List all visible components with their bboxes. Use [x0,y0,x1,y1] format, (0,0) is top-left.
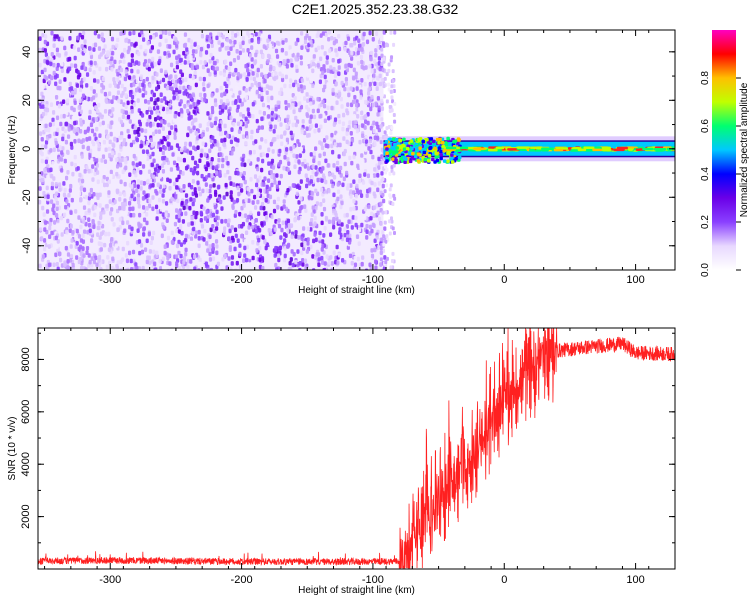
snr-plot-area [38,328,675,569]
colorbar-tick-label: 0.2 [700,215,711,229]
x-tick-label: 0 [501,274,507,286]
spectrogram-y-label: Frequency (Hz) [7,116,18,185]
spectrogram-heatmap [38,30,675,270]
spectrogram-x-label: Height of straight line (km) [298,285,415,296]
x-tick-label: -100 [362,274,384,286]
colorbar-tick-label: 0.4 [700,167,711,181]
snr-series-line [38,328,675,569]
x-tick-label: -300 [99,274,121,286]
y-tick-label: 40 [21,46,33,58]
snr-y-label: SNR (10 * v/v) [7,417,18,481]
colorbar-tick-label: 0.8 [700,71,711,85]
y-tick-label: 4000 [20,452,32,476]
x-tick-label: 100 [626,574,644,586]
colorbar-label: Normalized spectral amplitude [739,82,750,217]
x-tick-label: -100 [362,574,384,586]
x-tick-label: 100 [626,274,644,286]
x-tick-label: 0 [501,574,507,586]
y-tick-label: 2000 [20,504,32,528]
colorbar-tick-label: 0.6 [700,119,711,133]
y-tick-label: 0 [21,146,33,152]
x-tick-label: -200 [231,574,253,586]
y-tick-label: 20 [21,94,33,106]
spectrogram-frame [37,29,676,271]
chart-title: C2E1.2025.352.23.38.G32 [291,1,459,17]
x-tick-label: -300 [99,574,121,586]
snr-frame [37,327,676,570]
x-tick-label: -200 [231,274,253,286]
y-tick-label: 8000 [20,347,32,371]
y-tick-label: -20 [21,189,33,205]
colorbar-tick-label: 0.0 [700,263,711,277]
snr-x-label: Height of straight line (km) [298,585,415,596]
y-tick-label: 6000 [20,400,32,424]
colorbar [712,30,736,270]
y-tick-label: -40 [21,238,33,254]
